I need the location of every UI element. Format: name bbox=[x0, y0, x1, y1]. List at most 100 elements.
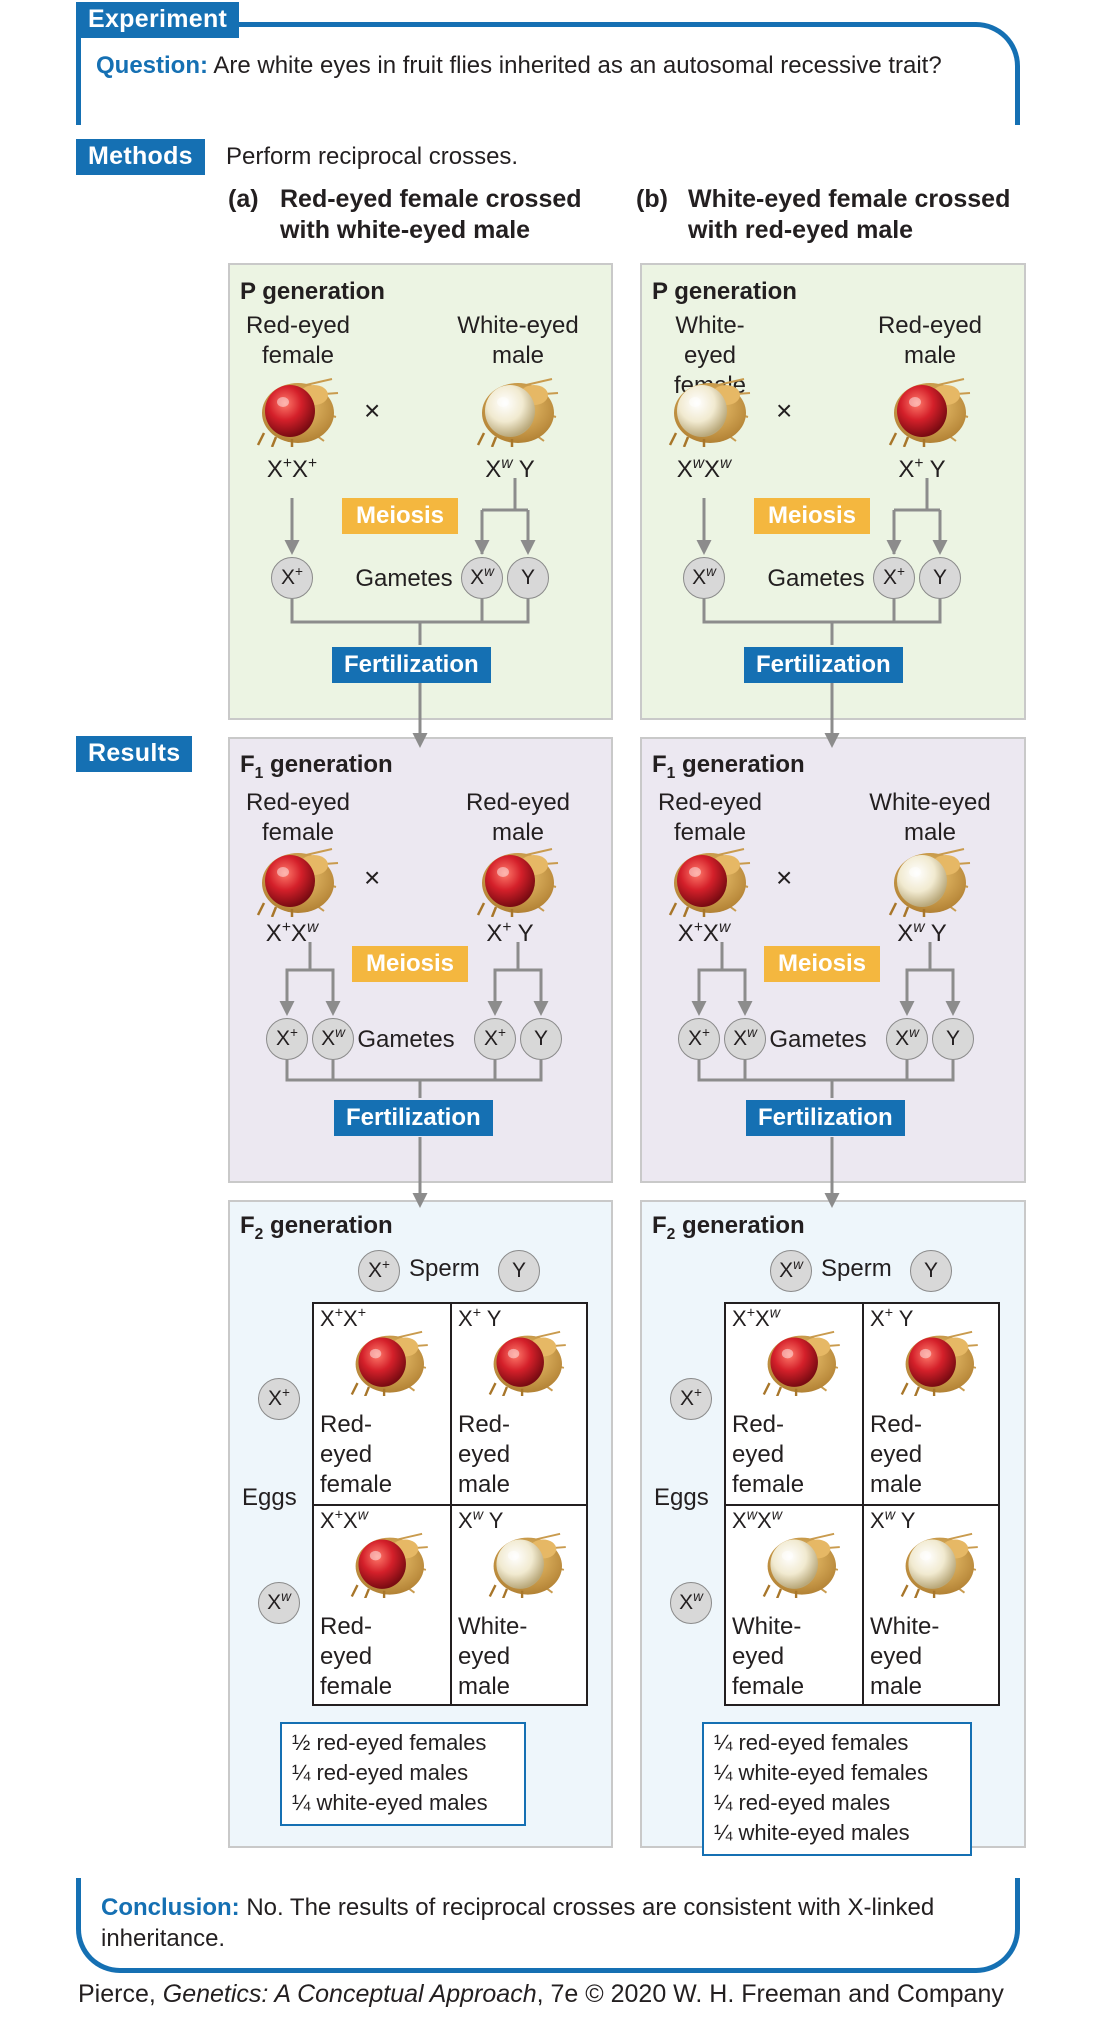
cross-a-title-1: Red-eyed female crossed bbox=[280, 185, 582, 213]
cross-a-f1-gamete-male-y: Y bbox=[520, 1018, 562, 1060]
cross-b-p-gamete-female: Xw bbox=[683, 557, 725, 599]
cross-b-f1-female-geno: X+Xw bbox=[677, 919, 731, 947]
experiment-frame bbox=[76, 22, 1020, 125]
cross-b-cell-3-label: White-eyed male bbox=[870, 1613, 940, 1700]
cross-a-title-2: with white-eyed male bbox=[280, 216, 531, 244]
cross-a-f1-gamete-female-1: X+ bbox=[266, 1018, 308, 1060]
cross-b-sperm-2: Y bbox=[910, 1250, 952, 1292]
credit-line: Pierce, Genetics: A Conceptual Approach,… bbox=[78, 1980, 1004, 2009]
cross-a-f2-title: F2 generation bbox=[240, 1212, 393, 1243]
methods-text: Perform reciprocal crosses. bbox=[226, 143, 519, 170]
cross-a-f1-gametes-label: Gametes bbox=[357, 1026, 455, 1053]
cross-a-p-male-label: White-eyed male bbox=[457, 312, 579, 369]
cross-b-egg-1: X+ bbox=[670, 1378, 712, 1420]
cross-b-f1-male-geno: Xw Y bbox=[897, 919, 947, 947]
cross-b-f1-fertilization: Fertilization bbox=[746, 1100, 905, 1136]
cross-a-p-gametes-label: Gametes bbox=[355, 565, 453, 592]
methods-tag: Methods bbox=[76, 139, 205, 175]
conclusion-label: Conclusion: bbox=[101, 1894, 240, 1921]
cross-b-f1-split-male bbox=[905, 942, 955, 1013]
cross-b-f2-title: F2 generation bbox=[652, 1212, 805, 1243]
cross-a-p-male-geno: Xw Y bbox=[485, 455, 535, 483]
cross-a-f1-fertilization: Fertilization bbox=[334, 1100, 493, 1136]
cross-b-title-2: with red-eyed male bbox=[688, 216, 914, 244]
cross-b-p-title: P generation bbox=[652, 278, 797, 305]
cross-b-p-gamete-male-y: Y bbox=[919, 557, 961, 599]
cross-a-p-title: P generation bbox=[240, 278, 385, 305]
cross-a-p-fertilization: Fertilization bbox=[332, 647, 491, 683]
cross-b-f1-title: F1 generation bbox=[652, 751, 805, 782]
cross-a-sperm-1: X+ bbox=[358, 1250, 400, 1292]
cross-b-f1-gamete-male-y: Y bbox=[932, 1018, 974, 1060]
cross-b-punnett-hline bbox=[724, 1504, 1000, 1506]
cross-a-p-split-male bbox=[480, 478, 530, 554]
cross-b-p-fert-join bbox=[702, 599, 942, 645]
cross-a-f1-male-label: Red-eyed male bbox=[465, 789, 571, 846]
cross-a-f1-male-geno: X+ Y bbox=[486, 919, 534, 947]
cross-b-cell-1-geno: X+ Y bbox=[870, 1305, 914, 1331]
cross-a-p-male-fly bbox=[474, 375, 560, 452]
cross-b-p-split-male bbox=[892, 478, 942, 554]
cross-b-summary: ¼ red-eyed females ¼ white-eyed females ¼ … bbox=[702, 1722, 972, 1856]
cross-a-f1-split-male bbox=[493, 942, 543, 1013]
cross-b-cell-0-geno: X+Xw bbox=[732, 1305, 781, 1331]
cross-a-cell-0-fly bbox=[348, 1328, 430, 1401]
results-tag: Results bbox=[76, 736, 193, 772]
cross-a-cell-2-geno: X+Xw bbox=[320, 1507, 369, 1533]
cross-b-title-1: White-eyed female crossed bbox=[688, 185, 1011, 213]
cross-a-cell-1-label: Red-eyed male bbox=[458, 1411, 511, 1498]
cross-a-egg-1: X+ bbox=[258, 1378, 300, 1420]
conclusion-text: No. The results of reciprocal crosses ar… bbox=[101, 1894, 935, 1952]
cross-a-cell-3-geno: Xw Y bbox=[458, 1507, 504, 1533]
cross-b-cell-2-geno: XwXw bbox=[732, 1507, 783, 1533]
cross-a-cell-0-geno: X+X+ bbox=[320, 1305, 367, 1331]
cross-a-f1-gamete-male-x: X+ bbox=[474, 1018, 516, 1060]
cross-a-p-female-label: Red-eyed female bbox=[245, 312, 351, 369]
cross-b-sperm-label: Sperm bbox=[821, 1255, 892, 1282]
cross-a-cell-0-label: Red-eyed female bbox=[320, 1411, 393, 1498]
cross-a-p-gamete-male-y: Y bbox=[507, 557, 549, 599]
cross-b-f1-meiosis: Meiosis bbox=[764, 946, 881, 982]
cross-a-letter: (a) bbox=[228, 185, 259, 213]
cross-b-eggs-label: Eggs bbox=[654, 1484, 709, 1511]
cross-b-f1-male-label: White-eyed male bbox=[869, 789, 991, 846]
cross-b-cell-0-fly bbox=[760, 1328, 842, 1401]
cross-b-f1-gamete-female-2: Xw bbox=[724, 1018, 766, 1060]
cross-a-egg-2: Xw bbox=[258, 1582, 300, 1624]
cross-a-p-cross-symbol: × bbox=[364, 395, 381, 426]
cross-a-f1-female-label: Red-eyed female bbox=[245, 789, 351, 846]
cross-a-f1-title: F1 generation bbox=[240, 751, 393, 782]
cross-a-p-gamete-male-x: Xw bbox=[461, 557, 503, 599]
cross-b-p-male-fly bbox=[886, 375, 972, 452]
cross-a-p-female-geno: X+X+ bbox=[266, 455, 318, 483]
cross-a-f1-female-fly bbox=[254, 845, 340, 922]
cross-a-eggs-label: Eggs bbox=[242, 1484, 297, 1511]
cross-b-sperm-1: Xw bbox=[770, 1250, 812, 1292]
cross-b-f1-fert-join bbox=[697, 1060, 955, 1098]
cross-a-f1-gamete-female-2: Xw bbox=[312, 1018, 354, 1060]
cross-a-f1-split-female bbox=[285, 942, 335, 1013]
cross-b-p-gamete-male-x: X+ bbox=[873, 557, 915, 599]
cross-b-f1-female-fly bbox=[666, 845, 752, 922]
cross-a-f1-fert-join bbox=[285, 1060, 543, 1098]
cross-a-f1-male-fly bbox=[474, 845, 560, 922]
question: Question: Are white eyes in fruit flies … bbox=[96, 50, 976, 81]
cross-b-p-male-geno: X+ Y bbox=[898, 455, 946, 483]
cross-a-cell-3-label: White-eyed male bbox=[458, 1613, 528, 1700]
cross-b-p-female-geno: XwXw bbox=[676, 455, 732, 483]
cross-b-p-cross-symbol: × bbox=[776, 395, 793, 426]
cross-b-cell-3-geno: Xw Y bbox=[870, 1507, 916, 1533]
credit-title: Genetics: A Conceptual Approach bbox=[162, 1980, 537, 2008]
cross-a-p-gamete-female: X+ bbox=[271, 557, 313, 599]
cross-a-f1-meiosis: Meiosis bbox=[352, 946, 469, 982]
cross-b-f1-gamete-female-1: X+ bbox=[678, 1018, 720, 1060]
experiment-tag: Experiment bbox=[76, 2, 240, 38]
credit-author: Pierce, bbox=[78, 1980, 163, 2008]
cross-b-p-male-label: Red-eyed male bbox=[877, 312, 983, 369]
cross-a-cell-3-fly bbox=[486, 1530, 568, 1603]
cross-b-f1-split-female bbox=[697, 942, 747, 1013]
conclusion: Conclusion: No. The results of reciproca… bbox=[101, 1892, 1001, 1954]
cross-b-f1-gamete-male-x: Xw bbox=[886, 1018, 928, 1060]
cross-b-f1-gametes-label: Gametes bbox=[769, 1026, 867, 1053]
cross-b-f1-female-label: Red-eyed female bbox=[657, 789, 763, 846]
